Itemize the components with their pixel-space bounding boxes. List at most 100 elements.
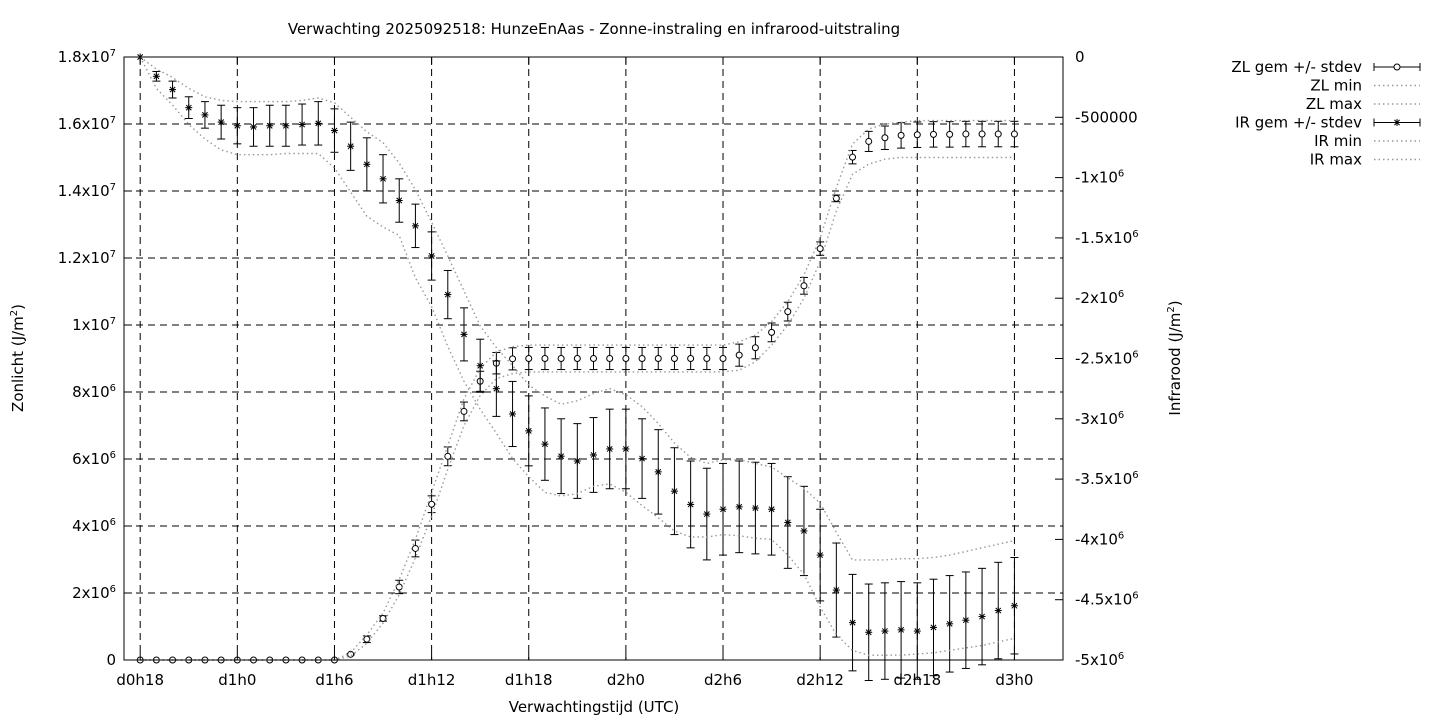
y2-tick-label: -3.5x106 (1075, 470, 1139, 488)
data-point (881, 627, 889, 635)
error-bar (443, 446, 452, 467)
error-bar (686, 346, 695, 371)
y2-tick-label: 0 (1075, 48, 1085, 66)
y-tick-label-exponent: 6 (110, 450, 116, 461)
error-bar (913, 582, 922, 680)
error-bar (573, 423, 582, 499)
data-point (946, 130, 954, 138)
legend-marker (1393, 119, 1401, 126)
error-bar (719, 462, 728, 556)
y-tick-label-mantissa: 0 (106, 651, 116, 669)
data-point (994, 607, 1002, 615)
error-bar (848, 149, 857, 165)
error-bar (395, 178, 404, 223)
error-bar (783, 476, 792, 569)
y-tick-label-mantissa: 6x10 (72, 450, 110, 468)
y2-axis-label-text: Infrarood (J/m (1166, 313, 1184, 416)
data-point (849, 619, 857, 627)
error-bar (767, 462, 776, 556)
error-bar (816, 241, 825, 256)
y2-tick-label: -2x106 (1075, 289, 1124, 307)
y-tick-label: 2x106 (72, 584, 116, 602)
error-bar (265, 104, 274, 147)
y-tick-label-mantissa: 4x10 (72, 517, 110, 535)
error-bar (557, 418, 566, 495)
y2-tick-label-mantissa: -3x10 (1075, 410, 1118, 428)
y2-axis-label: Infrarood (J/m2) (1166, 300, 1184, 415)
y2-tick-label-mantissa: -4.5x10 (1075, 591, 1132, 609)
x-tick-label: d1h0 (218, 671, 256, 689)
y-tick-label-exponent: 6 (110, 517, 116, 528)
data-point (525, 355, 533, 362)
data-point (687, 500, 695, 508)
data-point (751, 504, 759, 512)
error-bar (540, 346, 549, 371)
error-bar (702, 467, 711, 561)
data-point (525, 427, 533, 435)
data-point (962, 130, 970, 138)
error-bar (589, 346, 598, 371)
data-point (509, 355, 517, 363)
x-tick-label: d2h0 (607, 671, 645, 689)
error-bar (330, 108, 339, 153)
error-bar (735, 460, 744, 554)
error-bar (346, 121, 355, 171)
y2-tick-label-exponent: 6 (1132, 591, 1138, 602)
y-tick-label-exponent: 7 (110, 48, 116, 59)
error-bar (557, 346, 566, 371)
error-bar (459, 401, 468, 422)
y-axis-label-text: Zonlicht (J/m (9, 316, 27, 412)
y-tick-label-mantissa: 1.8x10 (58, 48, 110, 66)
error-bar (719, 346, 728, 371)
data-point (201, 111, 209, 119)
data-point (719, 355, 727, 362)
data-point (590, 451, 597, 459)
data-point (816, 245, 824, 253)
data-point (185, 104, 193, 112)
data-point (849, 153, 857, 161)
y-tick-label: 6x106 (72, 450, 116, 468)
y2-axis-label-end: ) (1166, 300, 1184, 306)
data-point (379, 614, 387, 622)
y-tick-label-exponent: 7 (110, 182, 116, 193)
error-bar (379, 154, 388, 204)
y-tick-label: 4x106 (72, 517, 116, 535)
y-tick-label-mantissa: 1.2x10 (58, 249, 110, 267)
error-bar (864, 130, 873, 152)
y2-axis-label-sup: 2 (1166, 306, 1177, 312)
legend-label: ZL min (1310, 77, 1362, 95)
data-point (347, 650, 355, 658)
series-2-line (140, 119, 1015, 661)
data-point (638, 355, 646, 362)
data-point (929, 623, 937, 631)
error-bar (751, 461, 760, 555)
error-bar (573, 346, 582, 371)
error-bar (670, 447, 679, 536)
y-tick-label-mantissa: 1x10 (72, 316, 110, 334)
series-4-line (139, 56, 1015, 656)
error-bar (427, 231, 436, 281)
axis-ticks: d0h18 d1h0 d1h6 d1h12 d1h18 d2h0 d2h6 d2h12 d2h1… (58, 48, 1139, 689)
y2-tick-label-exponent: 6 (1118, 651, 1124, 662)
error-bar (751, 336, 760, 360)
data-point (428, 252, 436, 260)
error-bar (346, 650, 355, 658)
error-bar (1010, 120, 1019, 148)
error-bar (961, 571, 970, 669)
data-point (670, 355, 678, 362)
data-point (800, 282, 808, 290)
data-point (670, 487, 678, 495)
data-point (735, 503, 743, 511)
error-bar (621, 346, 630, 371)
x-tick-label: d2h12 (796, 671, 844, 689)
data-point (298, 121, 306, 129)
data-point (314, 119, 322, 127)
data-point (217, 118, 225, 126)
data-point (492, 385, 500, 393)
data-point (395, 197, 403, 205)
data-point (913, 131, 921, 139)
data-point (654, 468, 662, 476)
data-point (169, 86, 177, 94)
data-point (152, 72, 160, 80)
x-tick-label: d1h6 (315, 671, 353, 689)
